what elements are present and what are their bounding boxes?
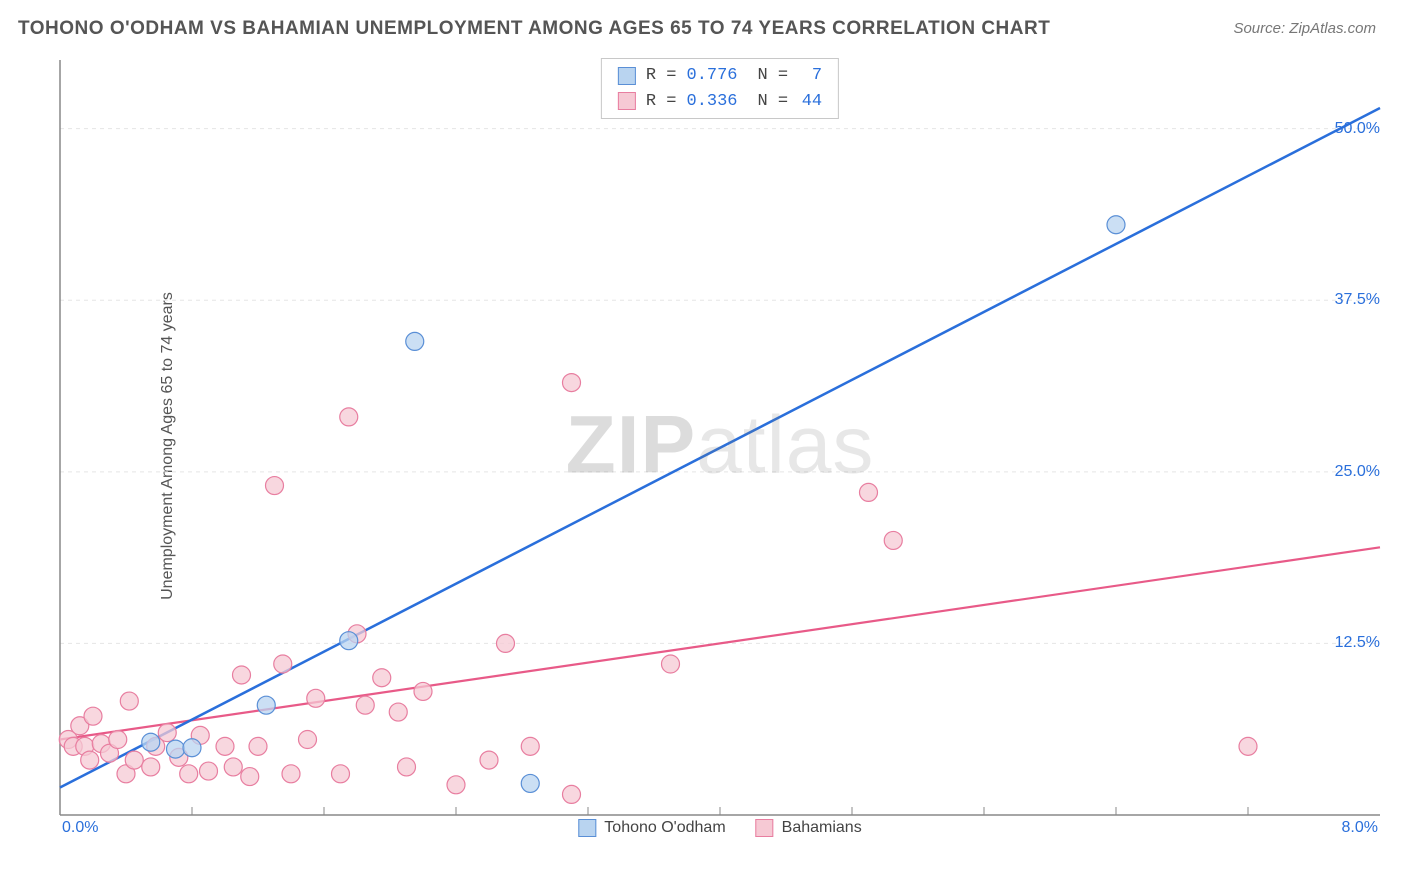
n-value-1: 44 (798, 89, 822, 115)
chart-title: TOHONO O'ODHAM VS BAHAMIAN UNEMPLOYMENT … (18, 18, 1050, 40)
scatter-chart (50, 55, 1390, 845)
legend-swatch-1 (756, 819, 774, 837)
corr-row-1: R = 0.336 N = 44 (618, 89, 822, 115)
n-label-1: N = (758, 89, 789, 115)
corr-legend-box: R = 0.776 N = 7 R = 0.336 N = 44 (601, 58, 839, 119)
source-attribution: Source: ZipAtlas.com (1233, 20, 1376, 37)
r-value-1: 0.336 (686, 89, 737, 115)
legend-item-1: Bahamians (756, 819, 862, 837)
bottom-legend: Tohono O'odham Bahamians (578, 819, 861, 837)
n-label-0: N = (758, 63, 789, 89)
corr-swatch-0 (618, 67, 636, 85)
ytick-label: 25.0% (1335, 463, 1380, 481)
r-label-1: R = (646, 89, 677, 115)
legend-item-0: Tohono O'odham (578, 819, 725, 837)
ytick-label: 12.5% (1335, 634, 1380, 652)
ytick-label: 50.0% (1335, 120, 1380, 138)
legend-label-0: Tohono O'odham (604, 819, 725, 837)
ytick-label: 37.5% (1335, 291, 1380, 309)
corr-row-0: R = 0.776 N = 7 (618, 63, 822, 89)
corr-swatch-1 (618, 92, 636, 110)
x-max-label: 8.0% (1342, 819, 1378, 837)
r-label-0: R = (646, 63, 677, 89)
x-min-label: 0.0% (62, 819, 98, 837)
legend-label-1: Bahamians (782, 819, 862, 837)
chart-area: ZIPatlas R = 0.776 N = 7 R = 0.336 N = 4… (50, 55, 1390, 845)
n-value-0: 7 (798, 63, 822, 89)
r-value-0: 0.776 (686, 63, 737, 89)
legend-swatch-0 (578, 819, 596, 837)
